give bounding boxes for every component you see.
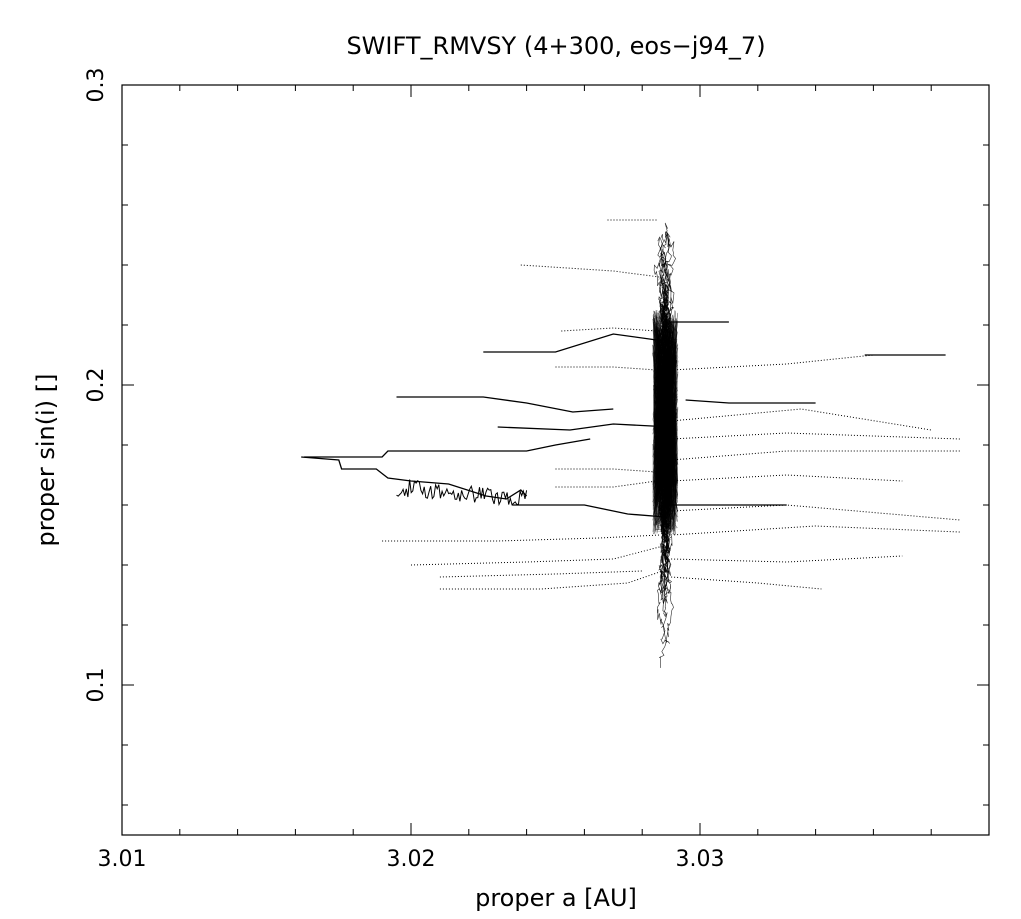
x-axis-label: proper a [AU] — [475, 884, 637, 912]
tick-labels: 3.01 3.02 3.03 0.1 0.2 0.3 — [84, 68, 724, 873]
chart-title: SWIFT_RMVSY (4+300, eos−j94_7) — [346, 32, 765, 60]
track-12 — [439, 570, 663, 590]
x-tick-label-0: 3.01 — [98, 847, 147, 872]
track-15 — [671, 576, 822, 590]
x-tick-label-1: 3.02 — [387, 847, 436, 872]
track-16 — [671, 525, 961, 536]
track-27 — [555, 468, 657, 473]
x-tick-label-2: 3.03 — [676, 847, 725, 872]
track-3 — [483, 333, 657, 353]
plot-frame — [121, 84, 990, 836]
track-25 — [561, 327, 657, 332]
track-1 — [304, 438, 591, 458]
y-tick-label-1: 0.2 — [84, 368, 109, 403]
track-14 — [671, 555, 903, 563]
data-layer — [301, 219, 961, 669]
track-20 — [671, 432, 961, 440]
y-axis-label: proper sin(i) [] — [32, 374, 60, 547]
track-0 — [301, 456, 528, 500]
track-17 — [671, 504, 961, 521]
track-18 — [671, 474, 903, 482]
track-10 — [382, 534, 660, 542]
jagged-track — [396, 479, 528, 507]
track-28 — [555, 480, 657, 488]
track-11 — [410, 546, 660, 566]
y-tick-label-0: 0.1 — [84, 668, 109, 703]
central-scribble — [652, 312, 679, 535]
y-tick-label-2: 0.3 — [84, 68, 109, 103]
track-26 — [555, 366, 657, 371]
track-19 — [671, 450, 961, 461]
track-23 — [520, 264, 660, 278]
track-5 — [497, 423, 672, 431]
track-6 — [685, 399, 816, 404]
track-2 — [396, 396, 614, 413]
track-4 — [512, 504, 666, 518]
